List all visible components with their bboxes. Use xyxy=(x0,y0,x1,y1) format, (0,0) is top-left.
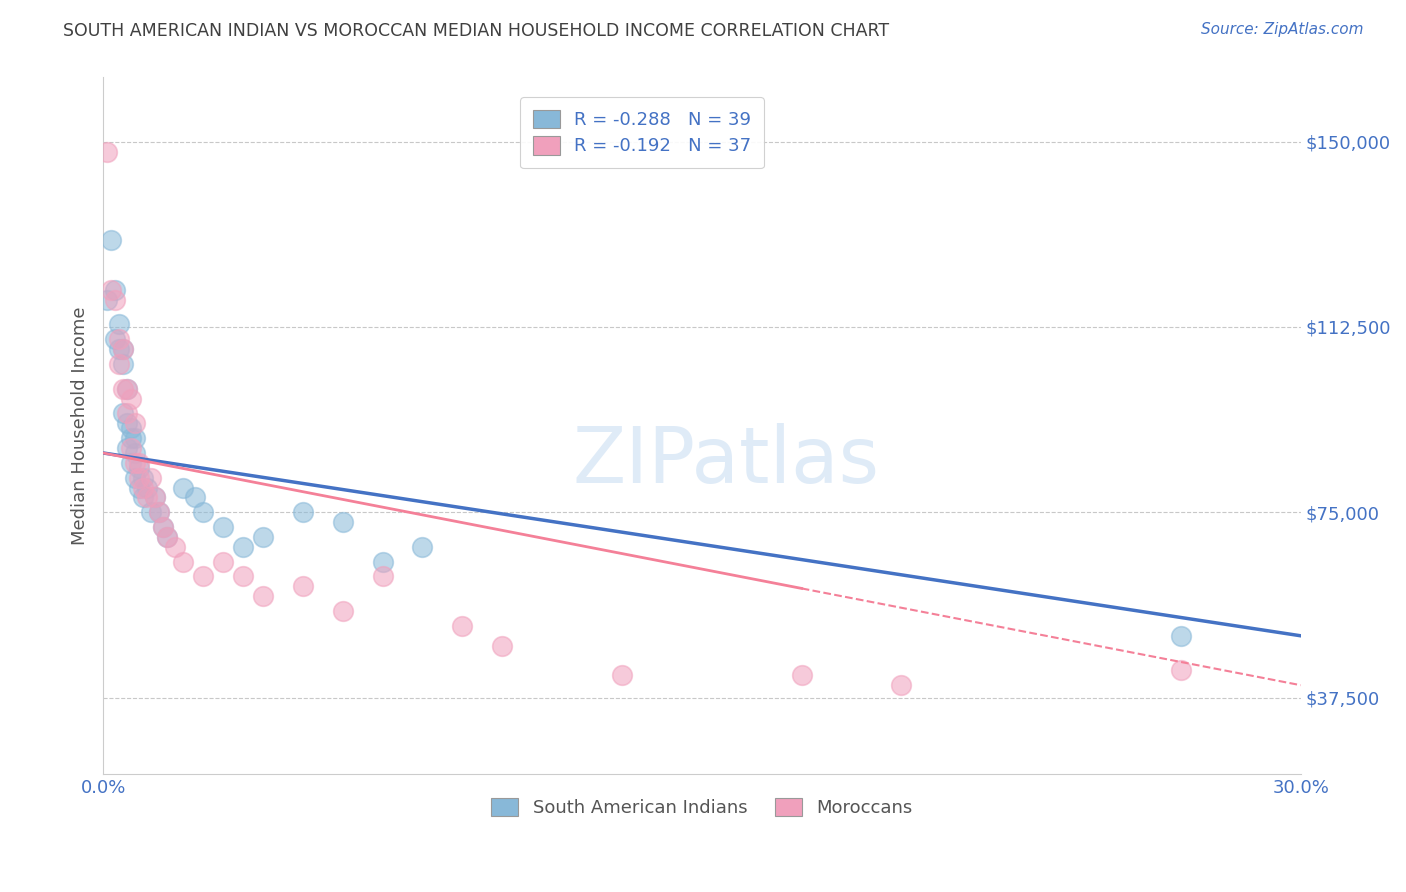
Point xyxy=(1170,664,1192,678)
Point xyxy=(152,520,174,534)
Point xyxy=(191,569,214,583)
Point xyxy=(115,441,138,455)
Point xyxy=(451,619,474,633)
Point xyxy=(112,406,135,420)
Point xyxy=(124,470,146,484)
Point xyxy=(115,406,138,420)
Point xyxy=(132,470,155,484)
Point xyxy=(291,579,314,593)
Point xyxy=(96,145,118,159)
Point xyxy=(104,293,127,307)
Point xyxy=(128,481,150,495)
Point xyxy=(163,540,186,554)
Point xyxy=(112,382,135,396)
Point xyxy=(112,342,135,356)
Point xyxy=(128,456,150,470)
Point xyxy=(108,318,131,332)
Point xyxy=(115,382,138,396)
Point xyxy=(156,530,179,544)
Point xyxy=(136,481,159,495)
Point xyxy=(124,431,146,445)
Point xyxy=(156,530,179,544)
Point xyxy=(172,555,194,569)
Point xyxy=(172,481,194,495)
Point xyxy=(184,491,207,505)
Point xyxy=(120,456,142,470)
Text: Source: ZipAtlas.com: Source: ZipAtlas.com xyxy=(1201,22,1364,37)
Point xyxy=(143,491,166,505)
Legend: South American Indians, Moroccans: South American Indians, Moroccans xyxy=(484,790,920,824)
Point xyxy=(128,460,150,475)
Text: ZIPatlas: ZIPatlas xyxy=(572,423,879,499)
Point xyxy=(139,505,162,519)
Point xyxy=(212,520,235,534)
Y-axis label: Median Household Income: Median Household Income xyxy=(72,307,89,545)
Point xyxy=(115,417,138,431)
Point xyxy=(120,441,142,455)
Point xyxy=(100,234,122,248)
Point xyxy=(115,382,138,396)
Point xyxy=(108,332,131,346)
Point xyxy=(112,342,135,356)
Point xyxy=(411,540,433,554)
Point xyxy=(96,293,118,307)
Point xyxy=(139,470,162,484)
Point xyxy=(100,283,122,297)
Point xyxy=(332,515,354,529)
Point xyxy=(890,678,912,692)
Point xyxy=(104,283,127,297)
Point xyxy=(124,456,146,470)
Point xyxy=(371,569,394,583)
Point xyxy=(252,589,274,603)
Point xyxy=(136,491,159,505)
Point xyxy=(232,569,254,583)
Point xyxy=(148,505,170,519)
Point xyxy=(332,604,354,618)
Point xyxy=(108,342,131,356)
Point xyxy=(191,505,214,519)
Point xyxy=(212,555,235,569)
Point xyxy=(108,357,131,371)
Point xyxy=(120,431,142,445)
Point xyxy=(291,505,314,519)
Point xyxy=(104,332,127,346)
Point xyxy=(232,540,254,554)
Text: SOUTH AMERICAN INDIAN VS MOROCCAN MEDIAN HOUSEHOLD INCOME CORRELATION CHART: SOUTH AMERICAN INDIAN VS MOROCCAN MEDIAN… xyxy=(63,22,890,40)
Point xyxy=(371,555,394,569)
Point xyxy=(252,530,274,544)
Point xyxy=(120,421,142,435)
Point xyxy=(132,481,155,495)
Point xyxy=(128,470,150,484)
Point xyxy=(491,639,513,653)
Point xyxy=(132,491,155,505)
Point xyxy=(124,446,146,460)
Point xyxy=(120,392,142,406)
Point xyxy=(790,668,813,682)
Point xyxy=(143,491,166,505)
Point xyxy=(152,520,174,534)
Point xyxy=(112,357,135,371)
Point xyxy=(148,505,170,519)
Point xyxy=(610,668,633,682)
Point xyxy=(124,417,146,431)
Point xyxy=(1170,629,1192,643)
